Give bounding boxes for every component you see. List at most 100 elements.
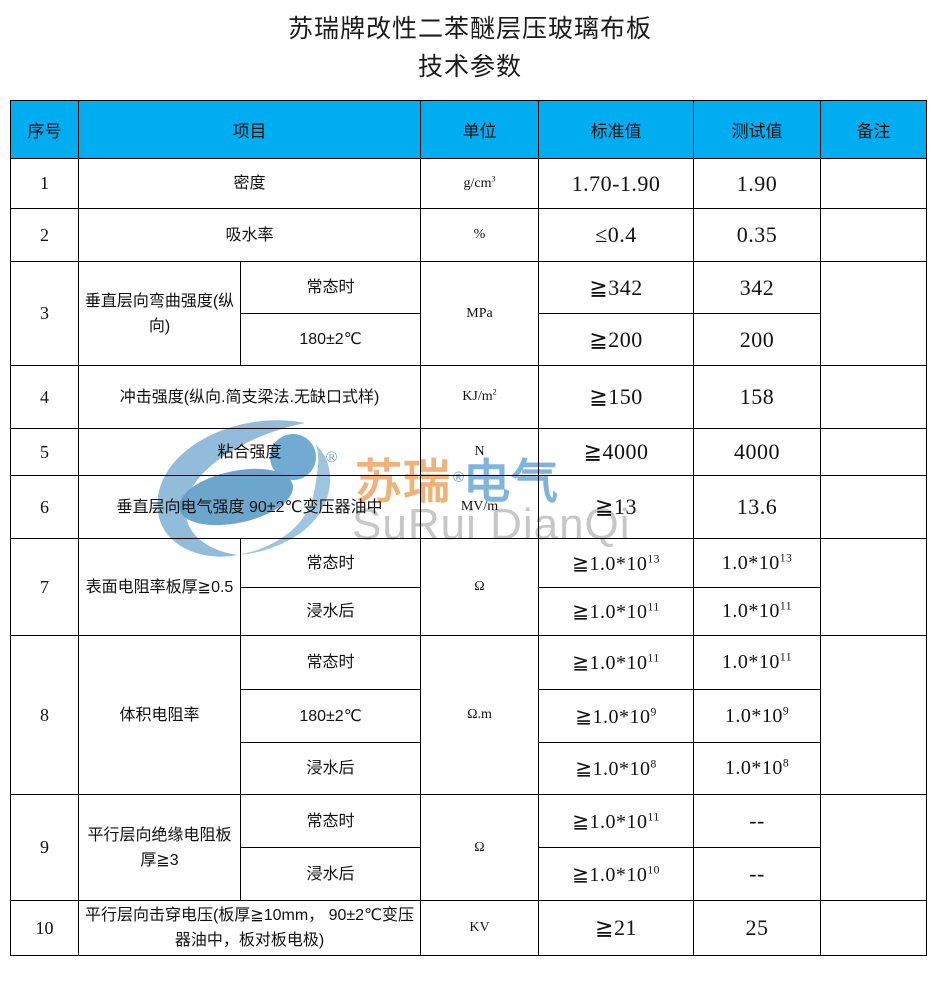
table-header: 序号 项目 单位 标准值 测试值 备注 [10,100,927,159]
page-title: 苏瑞牌改性二苯醚层压玻璃布板 技术参数 [0,0,940,86]
table-row: 180±2℃ ≧1.0*109 1.0*109 [11,689,927,743]
header-no: 序号 [10,100,79,159]
standard-value-exponent: 11 [647,809,660,823]
header-unit: 单位 [420,100,539,159]
cell-standard-value: 1.70-1.90 [538,158,694,209]
cell-standard-value: ≧1.0*108 [538,742,694,795]
cell-test-value: 1.0*108 [693,742,821,795]
spec-table-wrapper: 序号 项目 单位 标准值 测试值 备注 1 密度 g/cm3 1.70-1.90 1.9… [10,100,927,956]
table-row: 7 表面电阻率板厚≧0.5 常态时 Ω ≧1.0*1013 1.0*1013 [10,538,927,636]
cell-test-value: 158 [693,365,821,429]
cell-standard-value: ≧1.0*1013 [538,538,694,588]
cell-standard-value: ≧21 [538,900,694,956]
table-row: 180±2℃ ≧200 200 [11,313,927,366]
cell-test-value: 4000 [693,428,821,476]
standard-value-text: ≧342 [589,274,643,300]
cell-remark [820,475,927,539]
unit-base: Ω [474,579,485,594]
cell-row-number: 3 [10,261,79,366]
cell-standard-value: ≧1.0*1010 [538,847,694,901]
cell-standard-value: ≧4000 [538,428,694,476]
cell-unit: Ω [420,538,539,636]
cell-item-name: 吸水率 [78,208,421,262]
test-value-text: -- [749,861,765,886]
header-item: 项目 [78,100,421,159]
unit-exponent: 2 [492,387,497,397]
table-row: 2 吸水率% ≤0.4 0.35 [10,208,927,262]
cell-unit: KV [420,900,539,956]
cell-item-name: 密度 [78,158,421,209]
cell-test-value: 1.0*1011 [693,635,821,690]
test-value-text: 1.90 [736,170,778,196]
cell-test-value: 342 [693,261,821,314]
cell-row-number: 7 [10,538,79,636]
cell-item-name: 体积电阻率 [78,635,241,795]
cell-standard-value: ≧200 [538,313,694,366]
standard-value-text: 1.70-1.90 [571,170,661,196]
cell-row-number: 5 [10,428,79,476]
cell-remark [820,635,927,795]
cell-remark [820,428,927,476]
unit-base: N [474,444,485,459]
test-value-text: 1.0*10 [721,551,780,574]
cell-unit: Ω.m [420,635,539,795]
cell-item-name: 平行层向击穿电压(板厚≧10mm， 90±2℃变压器油中，板对板电极) [78,900,421,956]
header-standard-value: 标准值 [538,100,694,159]
test-value-text: 13.6 [736,494,778,519]
standard-value-exponent: 11 [647,651,660,665]
table-row: 10 平行层向击穿电压(板厚≧10mm， 90±2℃变压器油中，板对板电极) KV ≧… [10,900,927,956]
title-line-2: 技术参数 [417,53,522,81]
test-value-text: 25 [745,915,769,940]
table-row: 1 密度 g/cm3 1.70-1.90 1.90 [10,158,927,209]
cell-test-value: 200 [693,313,821,366]
standard-value-exponent: 8 [650,757,657,771]
cell-row-number: 2 [10,208,79,262]
header-row: 序号 项目 单位 标准值 测试值 备注 [10,100,927,159]
cell-standard-value: ≧1.0*1011 [538,635,694,690]
table-row: 4 冲击强度(纵向.简支梁法.无缺口式样) KJ/m2 ≧150 158 [10,365,927,429]
cell-test-value: 13.6 [693,475,821,539]
unit-base: KJ/m [462,389,493,404]
test-value-text: 1.0*10 [721,651,780,673]
cell-item-condition: 常态时 [240,261,421,314]
standard-value-text: ≧150 [589,384,643,409]
cell-item-condition: 180±2℃ [240,689,421,743]
unit-base: Ω.m [467,707,492,722]
cell-row-number: 4 [10,365,79,429]
cell-remark [820,900,927,956]
cell-item-name: 粘合强度 [78,428,421,476]
table-row: 8 体积电阻率 常态时 Ω.m ≧1.0*1011 1.0*1011 [10,635,927,795]
table-row: 浸水后 ≧1.0*108 1.0*108 [11,742,927,795]
standard-value-text: ≧21 [595,915,637,940]
standard-value-exponent: 13 [647,551,660,565]
cell-test-value: 25 [693,900,821,956]
cell-item-condition: 常态时 [240,794,421,848]
test-value-exponent: 13 [779,550,793,564]
cell-test-value: 1.90 [693,158,821,209]
standard-value-text: ≧1.0*10 [572,810,648,833]
cell-row-number: 6 [10,475,79,539]
cell-standard-value: ≧1.0*109 [538,689,694,743]
unit-base: % [473,227,486,242]
unit-base: KV [469,920,490,935]
unit-base: g/cm [463,175,492,191]
cell-remark [820,208,927,262]
cell-standard-value: ≧1.0*1011 [538,794,694,848]
cell-item-condition: 浸水后 [240,847,421,901]
unit-base: MV/m [460,499,499,514]
unit-base: Ω [474,839,485,855]
title-line-1: 苏瑞牌改性二苯醚层压玻璃布板 [287,15,652,43]
cell-test-value: 1.0*1011 [693,587,821,636]
cell-test-value: 1.0*1013 [693,538,821,588]
cell-item-condition: 浸水后 [240,742,421,795]
test-value-text: 1.0*10 [724,704,783,727]
standard-value-exponent: 9 [650,704,657,718]
cell-row-number: 9 [10,794,79,901]
cell-item-condition: 浸水后 [240,587,421,636]
cell-test-value: 1.0*109 [693,689,821,743]
table-row: 浸水后 ≧1.0*1010 -- [11,847,927,901]
cell-item-condition: 常态时 [240,538,421,588]
cell-item-name: 冲击强度(纵向.简支梁法.无缺口式样) [78,365,421,429]
standard-value-text: ≧1.0*10 [575,758,651,780]
cell-unit: MV/m [420,475,539,539]
